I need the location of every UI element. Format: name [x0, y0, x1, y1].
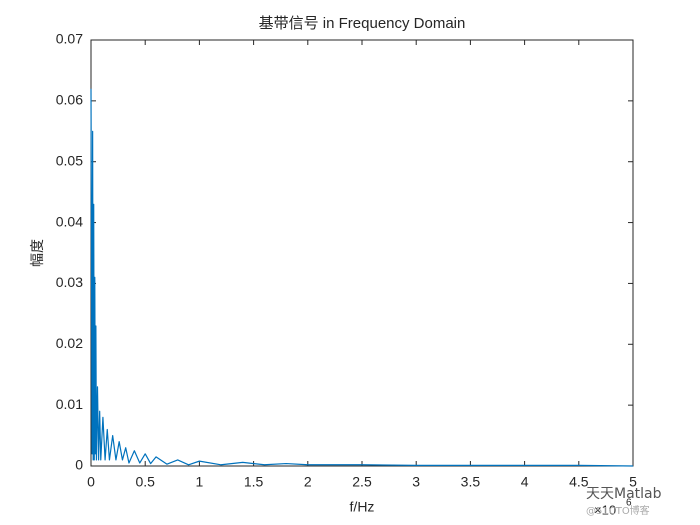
x-tick-label: 3.5	[461, 474, 481, 490]
y-tick-label: 0.07	[56, 31, 83, 47]
x-tick-label: 4	[521, 474, 529, 490]
watermark: 天天Matlab	[586, 486, 662, 502]
y-tick-label: 0.06	[56, 92, 83, 108]
x-multiplier: ×10	[594, 502, 616, 517]
y-tick-label: 0.03	[56, 274, 83, 290]
y-tick-label: 0.02	[56, 335, 83, 351]
watermark-sub: @51CTO博客	[586, 504, 650, 517]
chart-title: 基带信号 in Frequency Domain	[259, 15, 466, 32]
x-multiplier-exponent: 6	[626, 498, 632, 509]
x-tick-label: 2	[304, 474, 312, 490]
x-tick-label: 1.5	[244, 474, 264, 490]
x-tick-label: 4.5	[569, 474, 589, 490]
x-tick-label: 5	[629, 474, 637, 490]
x-tick-label: 0.5	[135, 474, 155, 490]
x-tick-label: 3	[412, 474, 420, 490]
y-tick-label: 0.01	[56, 396, 83, 412]
y-tick-label: 0.05	[56, 152, 83, 168]
y-tick-label: 0	[75, 457, 83, 473]
x-tick-label: 0	[87, 474, 95, 490]
x-tick-label: 1	[196, 474, 204, 490]
x-axis-label: f/Hz	[350, 499, 375, 515]
x-tick-label: 2.5	[352, 474, 372, 490]
plot-box	[90, 39, 634, 467]
spectrum-line	[90, 88, 634, 467]
y-tick-label: 0.04	[56, 213, 83, 229]
y-axis-label: 幅度	[30, 239, 46, 267]
